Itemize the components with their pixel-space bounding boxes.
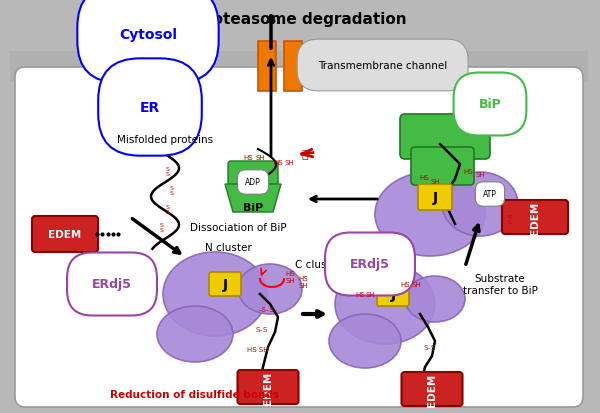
Bar (284, 42, 302, 92)
Text: SH: SH (430, 178, 440, 185)
Text: S–S: S–S (424, 344, 436, 350)
Text: EDEM: EDEM (530, 201, 540, 234)
Ellipse shape (329, 314, 401, 368)
FancyBboxPatch shape (377, 282, 409, 306)
FancyBboxPatch shape (400, 115, 490, 159)
Text: ERdj5: ERdj5 (92, 278, 132, 291)
Ellipse shape (375, 173, 485, 256)
Ellipse shape (163, 252, 267, 336)
Text: BiP: BiP (479, 98, 502, 111)
Text: SH: SH (411, 281, 421, 287)
Ellipse shape (335, 264, 435, 344)
Ellipse shape (405, 276, 465, 322)
Text: HS: HS (419, 175, 429, 180)
Text: S
S: S S (166, 166, 170, 177)
FancyBboxPatch shape (418, 185, 452, 211)
Text: HS: HS (355, 291, 365, 297)
FancyBboxPatch shape (10, 52, 588, 82)
Text: HS
SH: HS SH (285, 271, 295, 284)
FancyBboxPatch shape (502, 201, 568, 235)
FancyBboxPatch shape (238, 370, 299, 404)
Text: EDEM: EDEM (427, 373, 437, 406)
Text: HS: HS (463, 169, 473, 175)
Text: HS: HS (400, 281, 410, 287)
Text: J: J (433, 190, 437, 204)
FancyBboxPatch shape (209, 272, 241, 296)
Text: HS: HS (273, 159, 283, 166)
Text: S–S: S–S (256, 326, 268, 332)
Ellipse shape (238, 264, 302, 314)
Text: N cluster: N cluster (205, 242, 251, 252)
Polygon shape (225, 185, 281, 212)
Text: Transmembrane channel: Transmembrane channel (318, 61, 447, 71)
Text: C cluster: C cluster (295, 259, 341, 269)
Text: –S–S–: –S–S– (259, 306, 278, 312)
FancyBboxPatch shape (228, 161, 278, 188)
Text: Dissociation of BiP: Dissociation of BiP (190, 223, 286, 233)
Text: EDEM: EDEM (49, 230, 82, 240)
Text: S
S: S S (170, 185, 174, 196)
Bar (258, 42, 276, 92)
Text: ERdj5: ERdj5 (350, 258, 390, 271)
Text: Misfolded proteins: Misfolded proteins (117, 135, 213, 145)
FancyBboxPatch shape (411, 147, 474, 185)
Text: SH: SH (284, 159, 294, 166)
Text: S
S: S S (508, 214, 512, 225)
Text: ATP: ATP (483, 190, 497, 199)
Text: ER: ER (140, 101, 160, 115)
Ellipse shape (442, 173, 518, 236)
Text: HS SH: HS SH (247, 346, 269, 352)
Text: Substrate
transfer to BiP: Substrate transfer to BiP (463, 273, 538, 295)
Text: SH: SH (365, 291, 375, 297)
Text: EDEM: EDEM (263, 370, 273, 404)
Text: 🦞: 🦞 (302, 150, 308, 159)
Text: BiP: BiP (243, 202, 263, 212)
Text: J: J (223, 277, 227, 291)
Text: Proteasome degradation: Proteasome degradation (194, 12, 406, 27)
Text: S
S: S S (160, 222, 164, 233)
Text: J: J (391, 287, 395, 301)
Text: HS
SH: HS SH (298, 276, 308, 289)
Text: ADP: ADP (245, 178, 261, 187)
Text: Cytosol: Cytosol (119, 28, 177, 42)
Text: Reduction of disulfide bonds: Reduction of disulfide bonds (110, 389, 280, 399)
Text: SH: SH (475, 171, 485, 178)
Text: S
S: S S (166, 204, 170, 215)
FancyBboxPatch shape (32, 216, 98, 252)
FancyBboxPatch shape (401, 372, 463, 406)
FancyBboxPatch shape (15, 68, 583, 407)
Text: HS: HS (243, 154, 253, 161)
Ellipse shape (157, 306, 233, 362)
Text: SH: SH (255, 154, 265, 161)
